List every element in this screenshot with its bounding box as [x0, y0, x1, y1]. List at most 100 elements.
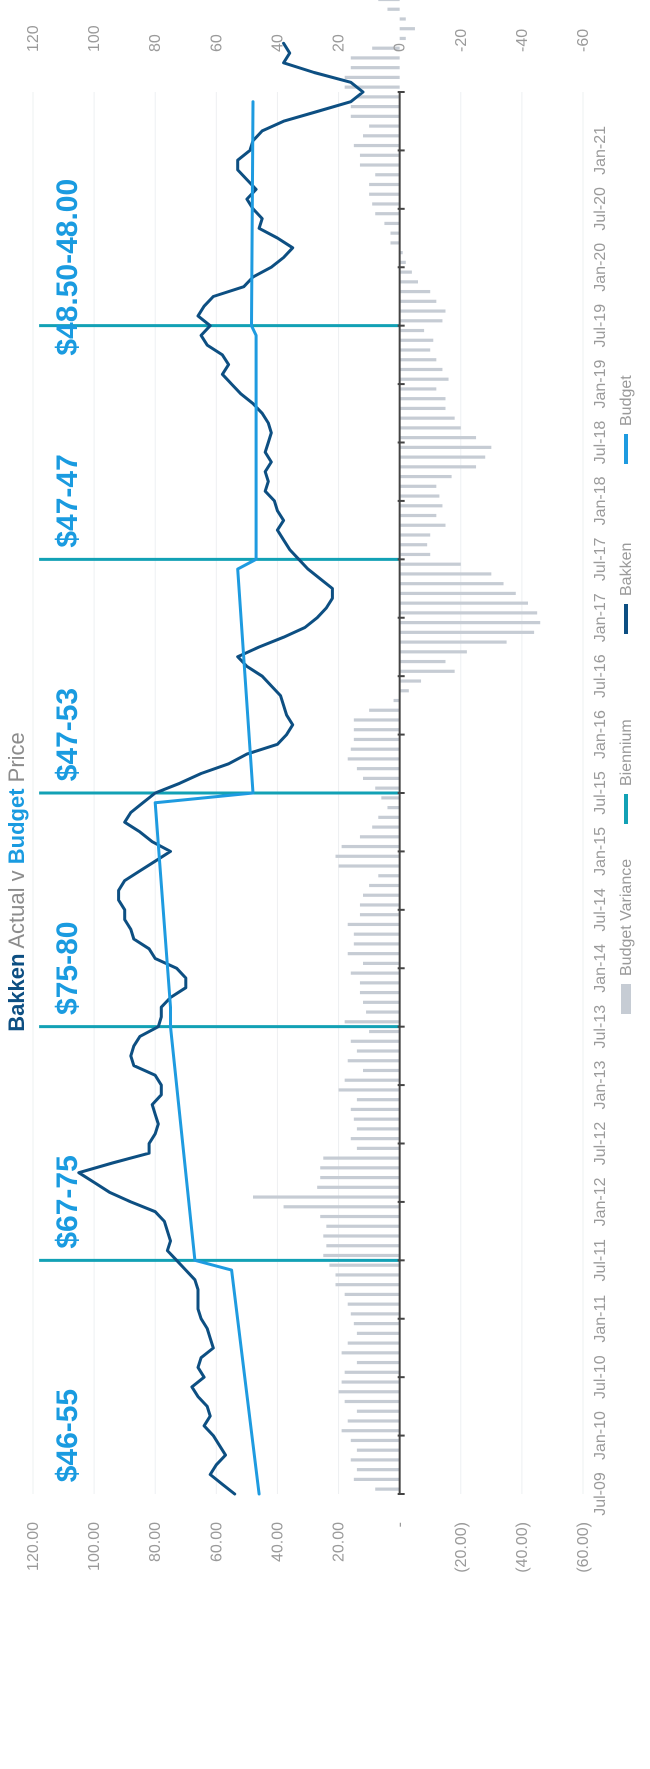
variance-bar	[356, 1098, 400, 1102]
variance-bar	[335, 1283, 400, 1287]
variance-bar	[353, 737, 400, 742]
variance-bar	[341, 1429, 400, 1433]
variance-bar	[363, 134, 400, 138]
variance-bar	[356, 1127, 400, 1131]
left-axis-tick-label: -	[392, 1522, 409, 1527]
variance-bar	[347, 1341, 400, 1345]
variance-bar	[399, 465, 477, 469]
x-axis-tick-label: Jul-12	[592, 1122, 609, 1166]
variance-bar	[344, 1020, 400, 1024]
variance-bar	[363, 1068, 400, 1073]
biennium-price-label: $75-80	[51, 922, 84, 1015]
biennium-price-label: $48.50-48.00	[51, 179, 84, 356]
variance-bar	[399, 659, 446, 664]
variance-bar	[387, 7, 400, 11]
variance-bar	[369, 1029, 400, 1034]
variance-bar	[359, 153, 400, 157]
variance-bar	[369, 124, 400, 128]
x-axis-tick-label: Jan-15	[592, 827, 609, 876]
legend-label: Biennium	[618, 719, 635, 786]
variance-bar	[347, 1059, 400, 1063]
variance-bar	[369, 883, 400, 888]
left-axis-tick-label: 40.00	[269, 1522, 286, 1562]
variance-bar	[347, 757, 400, 761]
variance-bar	[353, 1477, 400, 1481]
variance-bar	[375, 1487, 400, 1491]
left-axis-tick-label: 100.00	[86, 1522, 103, 1571]
variance-bar	[399, 582, 504, 586]
variance-bar	[350, 1039, 400, 1043]
variance-bar	[347, 922, 400, 927]
variance-bar	[350, 1312, 400, 1316]
variance-bar	[399, 572, 492, 576]
variance-bar	[399, 36, 406, 41]
right-axis-tick-label: 40	[269, 34, 286, 52]
left-axis-tick-label: 20.00	[331, 1522, 348, 1562]
variance-bar	[350, 56, 400, 60]
biennium-price-label: $46-55	[51, 1389, 84, 1482]
x-axis-tick-label: Jul-19	[592, 304, 609, 348]
variance-bar	[399, 504, 443, 508]
variance-bar	[344, 1399, 400, 1404]
variance-bar	[399, 611, 538, 615]
left-axis-tick-label: 120.00	[25, 1522, 42, 1571]
variance-bar	[326, 1224, 400, 1228]
x-axis-tick-label: Jan-12	[592, 1177, 609, 1226]
right-axis-tick-label: 20	[331, 34, 348, 52]
left-axis-tick-label: (20.00)	[453, 1522, 470, 1573]
variance-bar	[372, 46, 400, 50]
right-axis-tick-label: -40	[514, 29, 531, 52]
variance-bar	[372, 825, 400, 829]
x-axis-tick-label: Jul-10	[592, 1355, 609, 1399]
variance-bar	[363, 1000, 400, 1004]
variance-bar	[390, 231, 400, 235]
variance-bar	[399, 348, 431, 352]
budget-series-line	[153, 100, 261, 1496]
x-axis-tick-label: Jul-09	[592, 1472, 609, 1516]
x-axis-tick-label: Jan-10	[592, 1411, 609, 1460]
variance-bar	[399, 416, 455, 420]
variance-bar	[399, 455, 486, 459]
x-axis-tick-label: Jul-14	[592, 888, 609, 932]
variance-bar	[399, 377, 449, 381]
variance-bar	[329, 1263, 400, 1267]
variance-bar	[350, 1458, 400, 1462]
variance-bar	[363, 776, 400, 780]
variance-bar	[399, 280, 418, 284]
variance-bar	[344, 1370, 400, 1374]
variance-bar	[399, 513, 437, 518]
variance-bar	[335, 1273, 400, 1277]
biennium-price-label: $47-47	[51, 454, 84, 547]
variance-bar	[378, 874, 400, 878]
legend-swatch-budget-variance	[621, 984, 631, 1014]
chart-title-part: Bakken	[4, 954, 29, 1032]
x-axis-tick-label: Jul-20	[592, 187, 609, 231]
legend-swatch-biennium	[624, 794, 628, 824]
variance-bar	[253, 1195, 400, 1199]
variance-bar	[384, 221, 400, 226]
variance-bar	[341, 844, 400, 849]
x-axis-tick-label: Jan-13	[592, 1061, 609, 1110]
variance-bar	[356, 1360, 400, 1365]
variance-bar	[375, 786, 400, 790]
right-axis-tick-label: -20	[453, 29, 470, 52]
variance-bar	[378, 0, 400, 2]
variance-bar	[399, 630, 535, 634]
variance-bar	[350, 66, 400, 70]
variance-bar	[399, 426, 461, 430]
variance-bar	[363, 893, 400, 897]
variance-bar	[335, 854, 400, 858]
legend-label: Bakken	[618, 543, 635, 596]
legend-swatch-budget	[624, 434, 628, 464]
variance-bar	[350, 1137, 400, 1141]
variance-bar	[399, 621, 541, 625]
variance-bar	[350, 1107, 400, 1112]
variance-bar	[356, 1049, 400, 1053]
variance-bar	[359, 913, 400, 917]
variance-bar	[378, 815, 400, 819]
x-axis-tick-label: Jan-21	[592, 126, 609, 175]
variance-bar	[372, 202, 400, 206]
legend-label: Budget Variance	[618, 859, 635, 976]
variance-bar	[347, 952, 400, 956]
x-axis-tick-label: Jul-13	[592, 1005, 609, 1049]
